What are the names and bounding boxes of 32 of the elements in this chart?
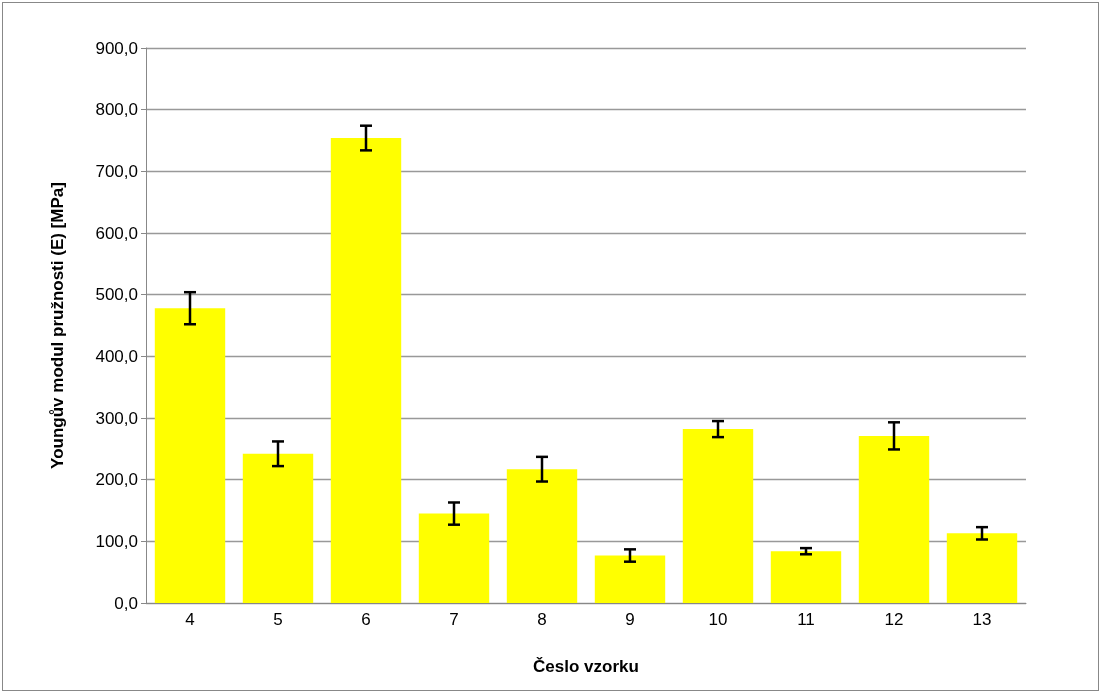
bar	[506, 469, 578, 603]
bar	[858, 435, 930, 603]
x-tick-label: 11	[797, 610, 815, 629]
bar	[770, 551, 842, 603]
y-tick-label: 500,0	[95, 285, 138, 305]
y-tick-label: 300,0	[95, 408, 138, 428]
y-tick-label: 200,0	[95, 470, 138, 490]
x-tick-label: 7	[449, 610, 459, 629]
bar	[682, 429, 754, 603]
x-tick-label: 10	[708, 610, 728, 629]
y-axis-title: Youngův modul pružnosti (E) [MPa]	[48, 182, 67, 469]
x-tick-label: 5	[273, 610, 283, 629]
bar	[946, 533, 1018, 603]
y-tick-label: 0,0	[114, 593, 138, 613]
x-tick-label: 8	[537, 610, 547, 629]
y-tick-label: 800,0	[95, 100, 138, 120]
x-tick-label: 9	[625, 610, 635, 629]
x-tick-label: 4	[185, 610, 195, 629]
bar	[418, 513, 490, 603]
bar	[154, 308, 226, 603]
bar	[330, 138, 402, 603]
x-tick-label: 12	[884, 610, 904, 629]
y-tick-label: 100,0	[95, 531, 138, 551]
x-tick-label: 6	[361, 610, 371, 629]
y-tick-label: 700,0	[95, 161, 138, 181]
bar	[242, 453, 314, 603]
y-tick-label: 600,0	[95, 223, 138, 243]
y-tick-label: 900,0	[95, 38, 138, 58]
bar	[594, 555, 666, 603]
x-axis-title: Česlo vzorku	[533, 657, 639, 676]
x-tick-label: 13	[972, 610, 992, 629]
y-tick-label: 400,0	[95, 346, 138, 366]
